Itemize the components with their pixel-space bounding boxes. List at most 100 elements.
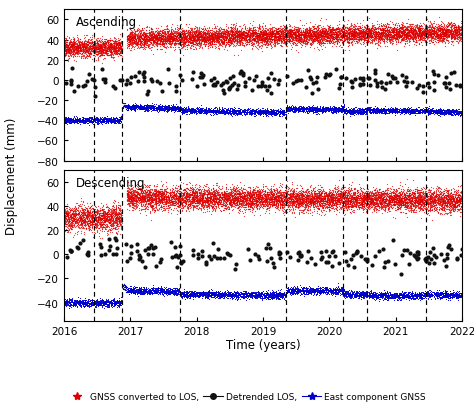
Point xyxy=(357,108,365,115)
Point xyxy=(356,186,364,193)
Point xyxy=(339,192,346,199)
Point xyxy=(291,288,299,294)
Point xyxy=(333,35,340,41)
Point xyxy=(117,118,125,125)
Point xyxy=(273,194,281,200)
Point xyxy=(405,34,413,40)
Point xyxy=(450,31,457,38)
Point xyxy=(245,42,253,49)
Point xyxy=(307,108,314,114)
Point xyxy=(171,107,179,114)
Point xyxy=(144,251,151,257)
Point xyxy=(368,25,376,31)
Point xyxy=(220,106,228,112)
Point xyxy=(95,119,102,126)
Point xyxy=(306,32,313,39)
Point xyxy=(143,203,150,210)
Point xyxy=(100,115,107,122)
Point xyxy=(100,117,108,124)
Point xyxy=(102,215,109,222)
Point xyxy=(337,33,345,39)
Point xyxy=(134,35,142,41)
Point xyxy=(154,189,162,196)
Point xyxy=(319,198,326,204)
Point xyxy=(338,186,346,193)
Point xyxy=(293,287,301,294)
Point xyxy=(343,39,351,45)
Point xyxy=(331,289,339,296)
Point xyxy=(79,42,86,49)
Point xyxy=(337,198,344,204)
Point xyxy=(306,289,313,296)
Point xyxy=(75,118,82,124)
Point xyxy=(344,293,351,299)
Point xyxy=(280,110,287,116)
Point xyxy=(251,200,258,207)
Point xyxy=(73,217,81,223)
Point xyxy=(117,46,125,52)
Point xyxy=(232,108,239,115)
Point xyxy=(178,108,186,114)
Point xyxy=(287,192,295,199)
Point xyxy=(300,284,308,290)
Point xyxy=(137,198,145,204)
Point xyxy=(379,202,387,209)
Point xyxy=(370,202,377,209)
Point xyxy=(131,103,139,110)
Point xyxy=(365,204,372,211)
Point xyxy=(418,30,426,36)
Point xyxy=(379,198,386,204)
Point xyxy=(142,194,149,200)
Point xyxy=(152,105,159,111)
Point xyxy=(284,288,292,294)
Point xyxy=(247,110,255,117)
Point xyxy=(323,38,331,44)
Point xyxy=(182,194,190,200)
Point xyxy=(236,292,243,298)
Point xyxy=(124,34,132,40)
Point xyxy=(369,294,376,301)
Point xyxy=(148,29,155,36)
Point xyxy=(399,109,406,116)
Point xyxy=(447,291,455,297)
Point xyxy=(167,106,175,112)
Point xyxy=(292,37,299,44)
Point xyxy=(445,20,452,27)
Point xyxy=(347,199,355,206)
Point xyxy=(62,49,70,55)
Point xyxy=(451,202,459,208)
Point xyxy=(285,29,292,36)
Point xyxy=(166,192,174,199)
Point xyxy=(82,47,89,54)
Point xyxy=(374,29,382,35)
Point xyxy=(351,194,358,200)
Point xyxy=(218,195,225,201)
Point xyxy=(108,52,116,58)
Point xyxy=(337,198,345,205)
Point xyxy=(194,36,201,42)
Point xyxy=(356,37,363,43)
Point xyxy=(391,22,399,29)
Point xyxy=(357,31,365,37)
Point xyxy=(171,290,179,297)
Point xyxy=(205,105,212,112)
Point xyxy=(108,211,115,218)
Point xyxy=(156,285,164,291)
Point xyxy=(279,292,286,299)
Point xyxy=(233,25,241,32)
Point xyxy=(149,104,157,110)
Point xyxy=(369,198,377,204)
Point xyxy=(220,197,228,203)
Point xyxy=(193,26,201,32)
Point xyxy=(238,199,246,205)
Point xyxy=(416,107,424,113)
Point xyxy=(203,289,211,296)
Point xyxy=(276,27,284,34)
Point xyxy=(237,34,245,41)
Point xyxy=(374,81,381,87)
Point xyxy=(139,290,147,297)
Point xyxy=(285,37,292,44)
Point xyxy=(337,190,344,197)
Point xyxy=(261,290,269,297)
Point xyxy=(95,45,102,52)
